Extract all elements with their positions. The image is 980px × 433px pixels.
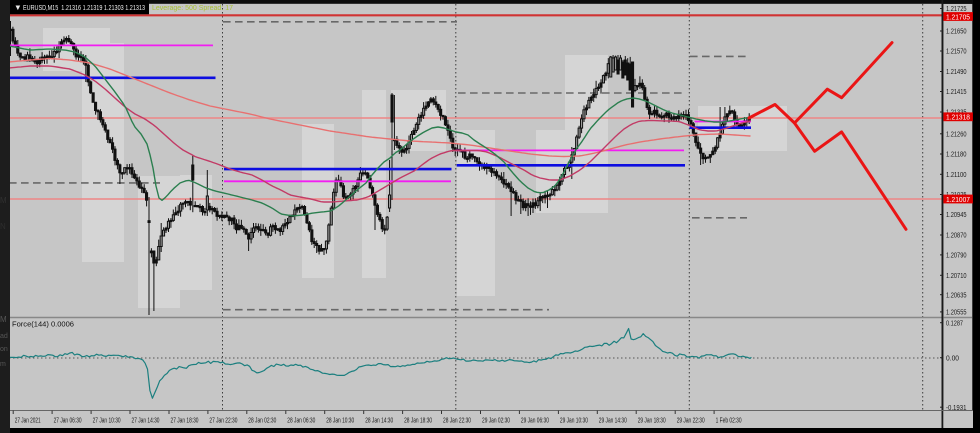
svg-text:1.21650: 1.21650: [946, 27, 967, 36]
svg-text:1.21180: 1.21180: [946, 150, 967, 159]
svg-text:1.21335: 1.21335: [946, 108, 967, 117]
svg-text:28 Jan 14:30: 28 Jan 14:30: [365, 416, 393, 425]
svg-text:1.21570: 1.21570: [946, 47, 967, 56]
svg-text:1.20870: 1.20870: [946, 231, 967, 240]
svg-text:1.21725: 1.21725: [946, 4, 967, 13]
svg-text:0.1287: 0.1287: [946, 318, 963, 327]
svg-text:▼: ▼: [14, 3, 22, 12]
svg-text:1.20945: 1.20945: [946, 210, 967, 219]
svg-text:28 Jan 10:30: 28 Jan 10:30: [326, 416, 354, 425]
svg-text:27 Jan 06:30: 27 Jan 06:30: [54, 416, 82, 425]
svg-text:1.20710: 1.20710: [946, 271, 967, 280]
svg-text:m: m: [0, 361, 6, 368]
svg-text:1 Feb 02:30: 1 Feb 02:30: [716, 416, 742, 425]
svg-text:M: M: [0, 196, 7, 205]
svg-text:1.20555: 1.20555: [946, 308, 967, 317]
svg-text:28 Jan 22:30: 28 Jan 22:30: [443, 416, 471, 425]
svg-text:1.21007: 1.21007: [946, 195, 970, 204]
svg-text:EURUSD,M15 1.21316 1.21319 1.: EURUSD,M15 1.21316 1.21319 1.21303 1.213…: [23, 3, 145, 12]
svg-text:1.21705: 1.21705: [946, 12, 970, 21]
svg-text:27 Jan 10:30: 27 Jan 10:30: [93, 416, 121, 425]
svg-text:M: M: [0, 315, 7, 324]
svg-text:ad: ad: [0, 333, 8, 340]
svg-text:29 Jan 14:30: 29 Jan 14:30: [599, 416, 627, 425]
svg-text:1.21260: 1.21260: [946, 129, 967, 138]
svg-text:Leverage: 500 Spread: 17: Leverage: 500 Spread: 17: [152, 3, 233, 12]
svg-text:27 Jan 18:30: 27 Jan 18:30: [171, 416, 199, 425]
svg-text:28 Jan 18:30: 28 Jan 18:30: [404, 416, 432, 425]
svg-text:1.21415: 1.21415: [946, 87, 967, 96]
svg-text:29 Jan 06:30: 29 Jan 06:30: [521, 416, 549, 425]
svg-text:27 Jan 14:30: 27 Jan 14:30: [132, 416, 160, 425]
svg-text:1.21100: 1.21100: [946, 170, 967, 179]
svg-text:28 Jan 06:30: 28 Jan 06:30: [287, 416, 315, 425]
svg-text:1.20635: 1.20635: [946, 290, 967, 299]
svg-text:Force(144) 0.0006: Force(144) 0.0006: [12, 320, 74, 329]
svg-text:N: N: [0, 222, 6, 231]
svg-text:27 Jan 22:30: 27 Jan 22:30: [209, 416, 237, 425]
svg-text:1.21318: 1.21318: [946, 113, 970, 122]
svg-text:28 Jan 02:30: 28 Jan 02:30: [248, 416, 276, 425]
svg-text:0.00: 0.00: [946, 353, 959, 362]
svg-text:29 Jan 22:30: 29 Jan 22:30: [677, 416, 705, 425]
svg-text:-0.1931: -0.1931: [946, 403, 967, 412]
svg-text:1.21490: 1.21490: [946, 67, 967, 76]
svg-text:29 Jan 02:30: 29 Jan 02:30: [482, 416, 510, 425]
svg-text:on: on: [0, 346, 8, 353]
svg-text:27 Jan 2021: 27 Jan 2021: [15, 416, 41, 425]
svg-text:29 Jan 18:30: 29 Jan 18:30: [638, 416, 666, 425]
svg-text:29 Jan 10:30: 29 Jan 10:30: [560, 416, 588, 425]
svg-text:1.20790: 1.20790: [946, 251, 967, 260]
